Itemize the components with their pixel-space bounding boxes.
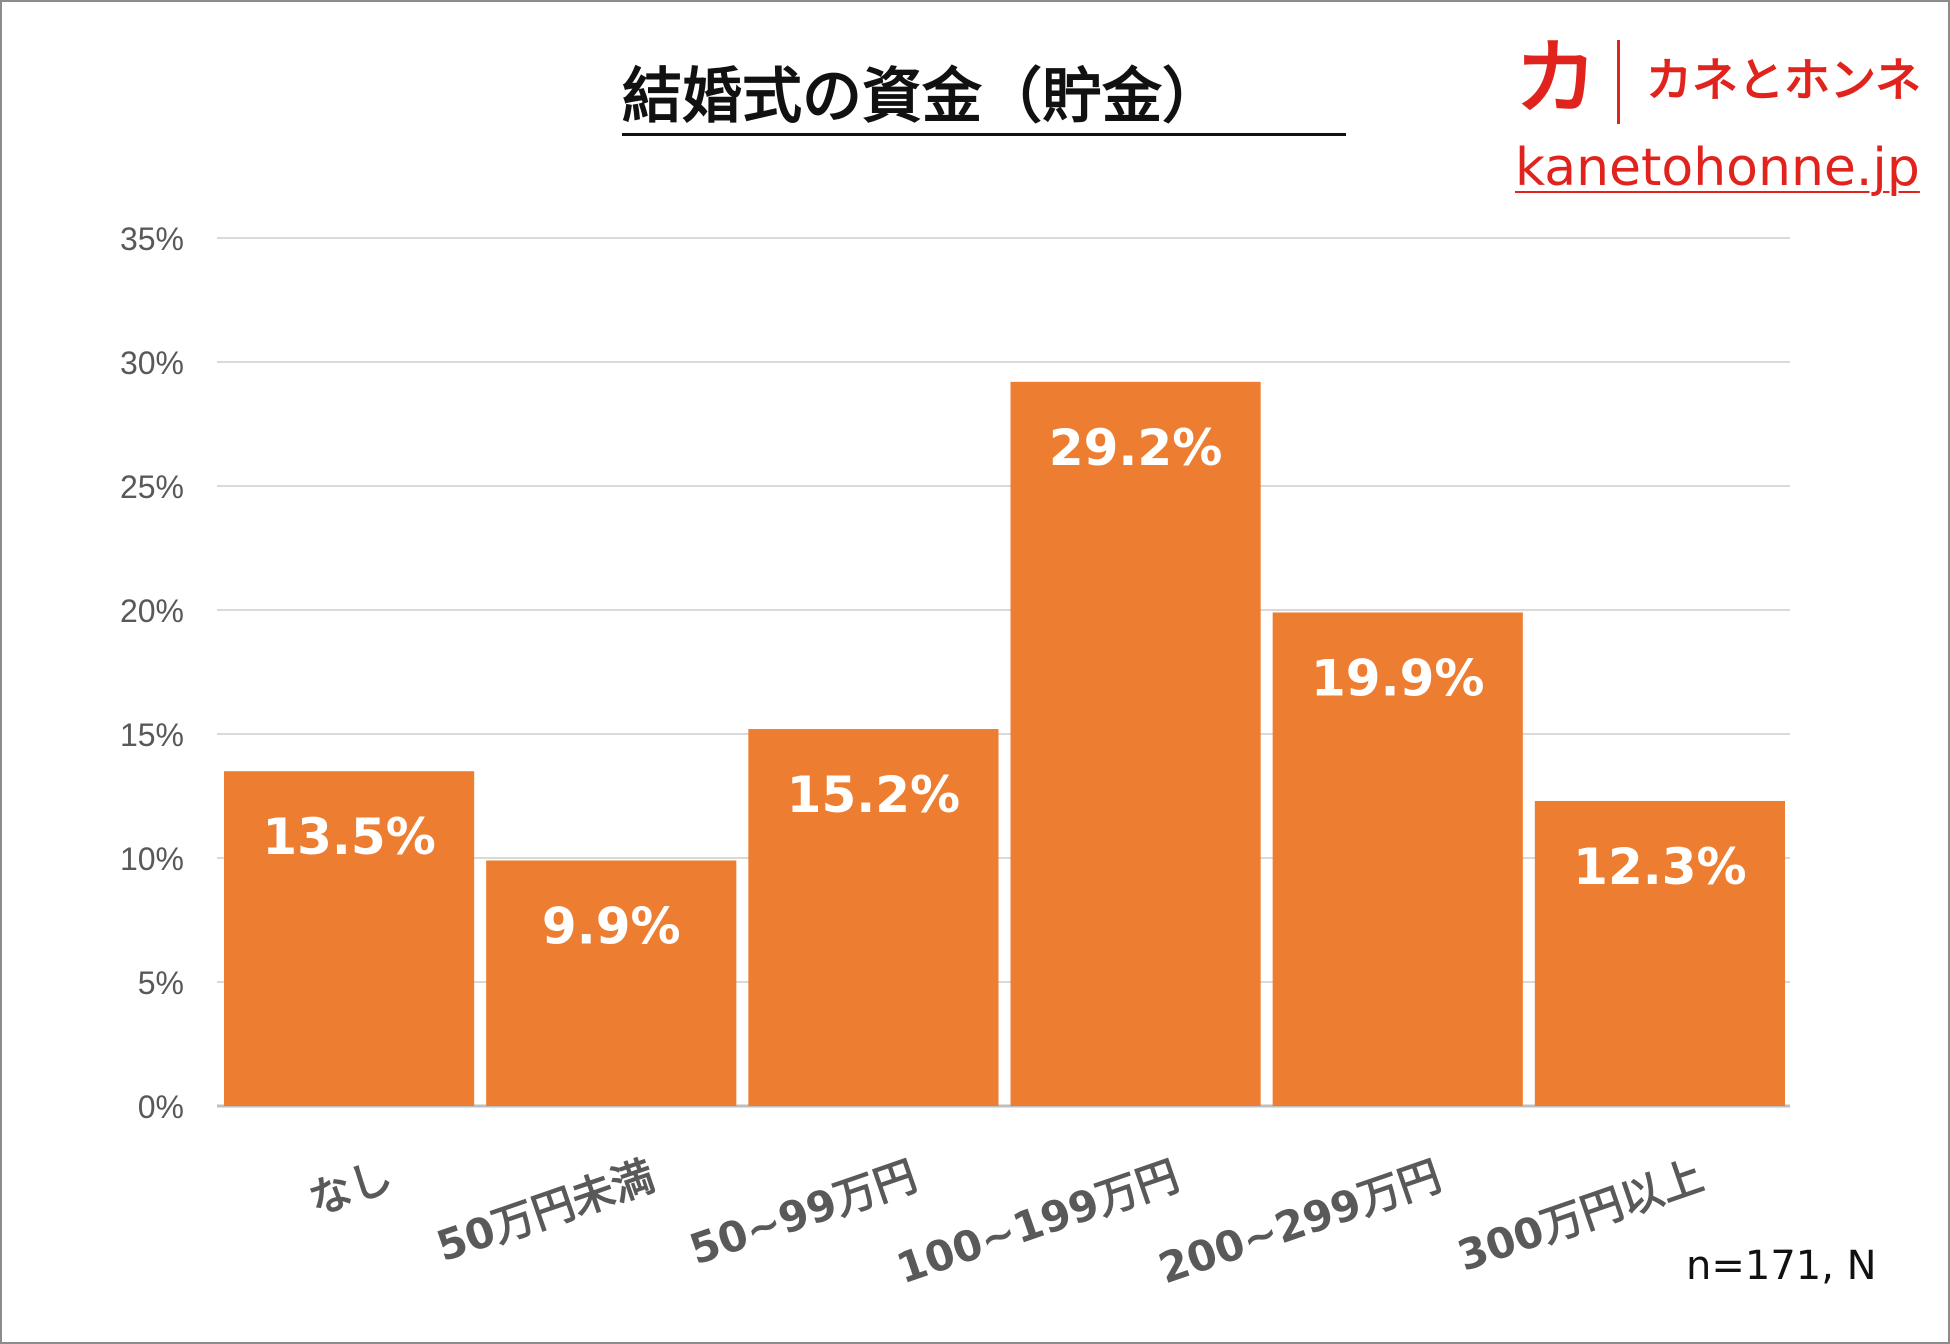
bar (1534, 800, 1785, 1106)
bar (748, 729, 999, 1106)
sample-size-note: n=171, N (1686, 1243, 1877, 1289)
brand-url-link[interactable]: kanetohonne.jp (1515, 138, 1920, 198)
bar (1010, 381, 1261, 1107)
x-tick-label: 200~299万円 (1153, 1151, 1447, 1293)
bar (1272, 612, 1523, 1106)
y-tick-label: 10% (120, 841, 184, 877)
chart-title: 結婚式の資金（貯金） (622, 58, 1346, 136)
x-tick-label: 300万円以上 (1451, 1151, 1709, 1281)
y-tick-label: 35% (120, 221, 184, 257)
y-tick-label: 30% (120, 345, 184, 381)
data-label: 9.9% (542, 897, 681, 955)
y-tick-label: 25% (120, 469, 184, 505)
brand-mark: カ (1515, 31, 1598, 126)
data-label: 13.5% (262, 808, 435, 866)
brand-logo[interactable]: カ カネとホンネ kanetohonne.jp (1515, 28, 1925, 199)
data-label: 29.2% (1049, 419, 1222, 477)
data-label: 12.3% (1573, 838, 1746, 896)
data-label: 15.2% (787, 766, 960, 824)
y-tick-label: 20% (120, 593, 184, 629)
brand-name: カネとホンネ (1646, 53, 1922, 107)
x-tick-label: 50~99万円 (683, 1151, 922, 1274)
bar (224, 771, 475, 1106)
data-label: 19.9% (1311, 649, 1484, 707)
brand-divider (1617, 40, 1620, 124)
y-tick-label: 0% (138, 1089, 184, 1125)
x-tick-label: なし (303, 1151, 398, 1225)
bar (486, 860, 737, 1106)
y-tick-label: 5% (138, 965, 184, 1001)
x-tick-label: 50万円未満 (430, 1151, 660, 1271)
x-tick-label: 100~199万円 (890, 1151, 1184, 1293)
y-tick-label: 15% (120, 717, 184, 753)
